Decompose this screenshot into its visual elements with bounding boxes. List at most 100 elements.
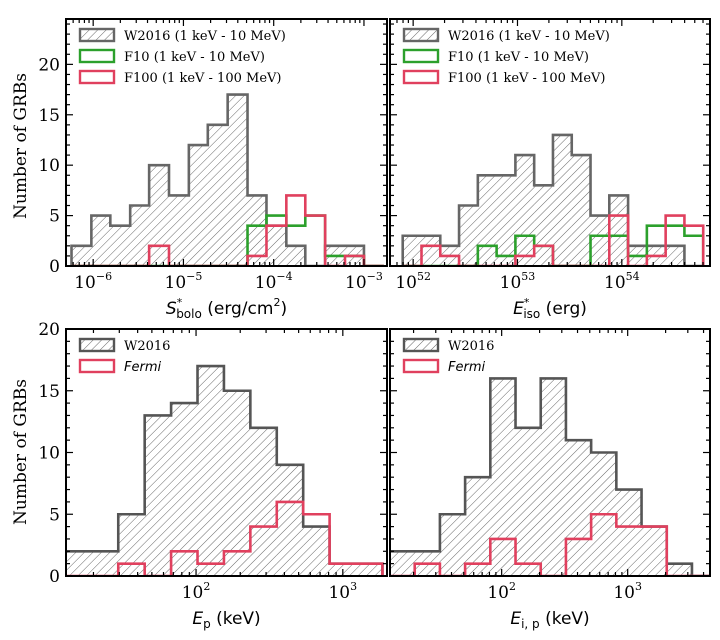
step-line-ep-1: [66, 500, 384, 576]
y-tick-label: 5: [49, 505, 60, 525]
bar-sbolo-0-4: [149, 165, 169, 266]
legend: W2016 Fermi: [78, 337, 170, 375]
legend-entry: F100 (1 keV - 100 MeV): [124, 71, 281, 86]
bar-eiso-0-0: [402, 235, 422, 266]
bar-eip-0-11: [666, 563, 692, 576]
legend-swatch: [402, 69, 440, 85]
y-tick-label: 20: [38, 55, 60, 75]
bar-eiso-0-9: [571, 155, 591, 266]
bar-eiso-0-11: [609, 195, 629, 266]
series-group: [390, 377, 710, 576]
step-line-eiso-0: [401, 133, 704, 266]
step-line-sbolo-0: [70, 93, 384, 266]
legend-swatch: [78, 358, 116, 374]
bar-sbolo-0-10: [266, 225, 287, 266]
legend-swatch: [402, 27, 440, 43]
series-group: [66, 364, 384, 576]
bar-eip-0-5: [515, 427, 541, 576]
legend-swatch: [402, 337, 440, 353]
bar-eip-0-0: [390, 551, 415, 576]
bar-sbolo-0-6: [188, 145, 208, 266]
bar-ep-0-6: [223, 390, 251, 576]
y-axis-label-top: Number of GRBs: [11, 73, 31, 219]
bar-ep-0-5: [197, 366, 224, 576]
bar-sbolo-0-1: [91, 215, 111, 266]
y-tick-label: 10: [38, 444, 60, 464]
bar-sbolo-0-7: [207, 124, 228, 266]
bar-eip-0-9: [616, 489, 642, 576]
panel-eip: 102 103 Ei, p (keV) W2016 Fermi: [389, 328, 711, 631]
legend-entry: F100 (1 keV - 100 MeV): [448, 71, 605, 86]
bar-ep-0-11: [356, 563, 383, 576]
x-tick-label: 103: [613, 580, 642, 603]
step-line-sbolo-2: [71, 194, 384, 266]
bar-ep-0-2: [118, 514, 145, 576]
legend-swatch: [402, 358, 440, 374]
legend-entry: Fermi: [124, 360, 161, 375]
x-tick-label: 10−3: [345, 270, 383, 293]
x-axis-label: Ep (keV): [192, 609, 260, 631]
x-axis-label: S* bolo (erg/cm2): [166, 296, 287, 321]
y-tick-label: 0: [49, 567, 60, 587]
y-tick-label: 10: [38, 156, 60, 176]
series-group: [401, 133, 705, 266]
bar-ep-0-9: [303, 526, 330, 576]
bar-eiso-0-7: [534, 185, 553, 266]
bar-sbolo-0-2: [110, 225, 131, 266]
axes-frame: [389, 18, 711, 267]
legend-swatch: [402, 48, 440, 64]
bar-sbolo-0-8: [227, 94, 248, 266]
series-eip-0: [390, 377, 710, 576]
y-axis-label-bottom: Number of GRBs: [11, 379, 31, 525]
panel-eiso: 1052 1053 1054 E* iso (erg) W2016 (1 keV - 10…: [389, 18, 711, 321]
y-tick-label: 15: [38, 382, 60, 402]
x-tick-label: 1052: [395, 270, 431, 293]
bar-sbolo-0-9: [247, 195, 267, 266]
y-tick-label: 0: [49, 257, 60, 277]
x-tick-label: 10−5: [165, 270, 203, 293]
y-tick-label: 20: [38, 320, 60, 340]
bar-ep-0-0: [66, 551, 92, 576]
bar-eiso-0-10: [590, 215, 610, 266]
panels: 0 5 10 15 20 10−6 10−5 10−4 10−3 S* bolo (erg/cm2)…: [38, 18, 711, 631]
bar-ep-0-8: [276, 464, 304, 576]
bar-eiso-0-4: [477, 175, 497, 266]
bar-sbolo-0-11: [286, 245, 306, 266]
legend-entry: W2016: [124, 339, 170, 354]
x-tick-label: 103: [328, 580, 357, 603]
bar-sbolo-0-3: [130, 205, 150, 266]
y-tick-label: 5: [49, 207, 60, 227]
x-tick-label: 1053: [500, 270, 536, 293]
legend-entry: W2016 (1 keV - 10 MeV): [448, 29, 610, 44]
series-group: [70, 93, 384, 266]
bar-eip-0-7: [565, 440, 592, 576]
legend-entry: F10 (1 keV - 10 MeV): [124, 50, 265, 65]
bar-eip-0-3: [465, 477, 491, 576]
bar-sbolo-0-5: [168, 195, 189, 266]
series-eip-1: [390, 512, 710, 576]
step-line-eiso-2: [402, 214, 705, 266]
legend-swatch: [78, 337, 116, 353]
legend-swatch: [78, 69, 116, 85]
legend: W2016 (1 keV - 10 MeV) F10 (1 keV - 10 Me…: [78, 27, 286, 86]
x-tick-label: 102: [487, 580, 516, 603]
legend-entry: F10 (1 keV - 10 MeV): [448, 50, 589, 65]
x-tick-label: 102: [182, 580, 211, 603]
series-eiso-0: [401, 133, 704, 266]
panel-ep: 0 5 10 15 20 102 103 Ep (keV) W2016 Fermi: [38, 320, 388, 631]
bar-eiso-0-8: [552, 134, 572, 266]
panel-sbolo: 0 5 10 15 20 10−6 10−5 10−4 10−3 S* bolo (erg/cm2)…: [38, 18, 388, 321]
bar-eiso-0-3: [459, 205, 478, 266]
bar-eip-0-10: [641, 526, 667, 576]
legend: W2016 (1 keV - 10 MeV) F10 (1 keV - 10 Me…: [402, 27, 610, 86]
series-ep-1: [66, 500, 384, 576]
bar-ep-0-1: [91, 551, 119, 576]
legend-swatch: [78, 48, 116, 64]
legend-swatch: [78, 27, 116, 43]
bar-eip-0-4: [490, 378, 516, 576]
bar-eiso-0-14: [665, 245, 685, 266]
legend-entry: Fermi: [448, 360, 485, 375]
legend-entry: W2016: [448, 339, 494, 354]
x-tick-label: 10−4: [255, 270, 293, 293]
